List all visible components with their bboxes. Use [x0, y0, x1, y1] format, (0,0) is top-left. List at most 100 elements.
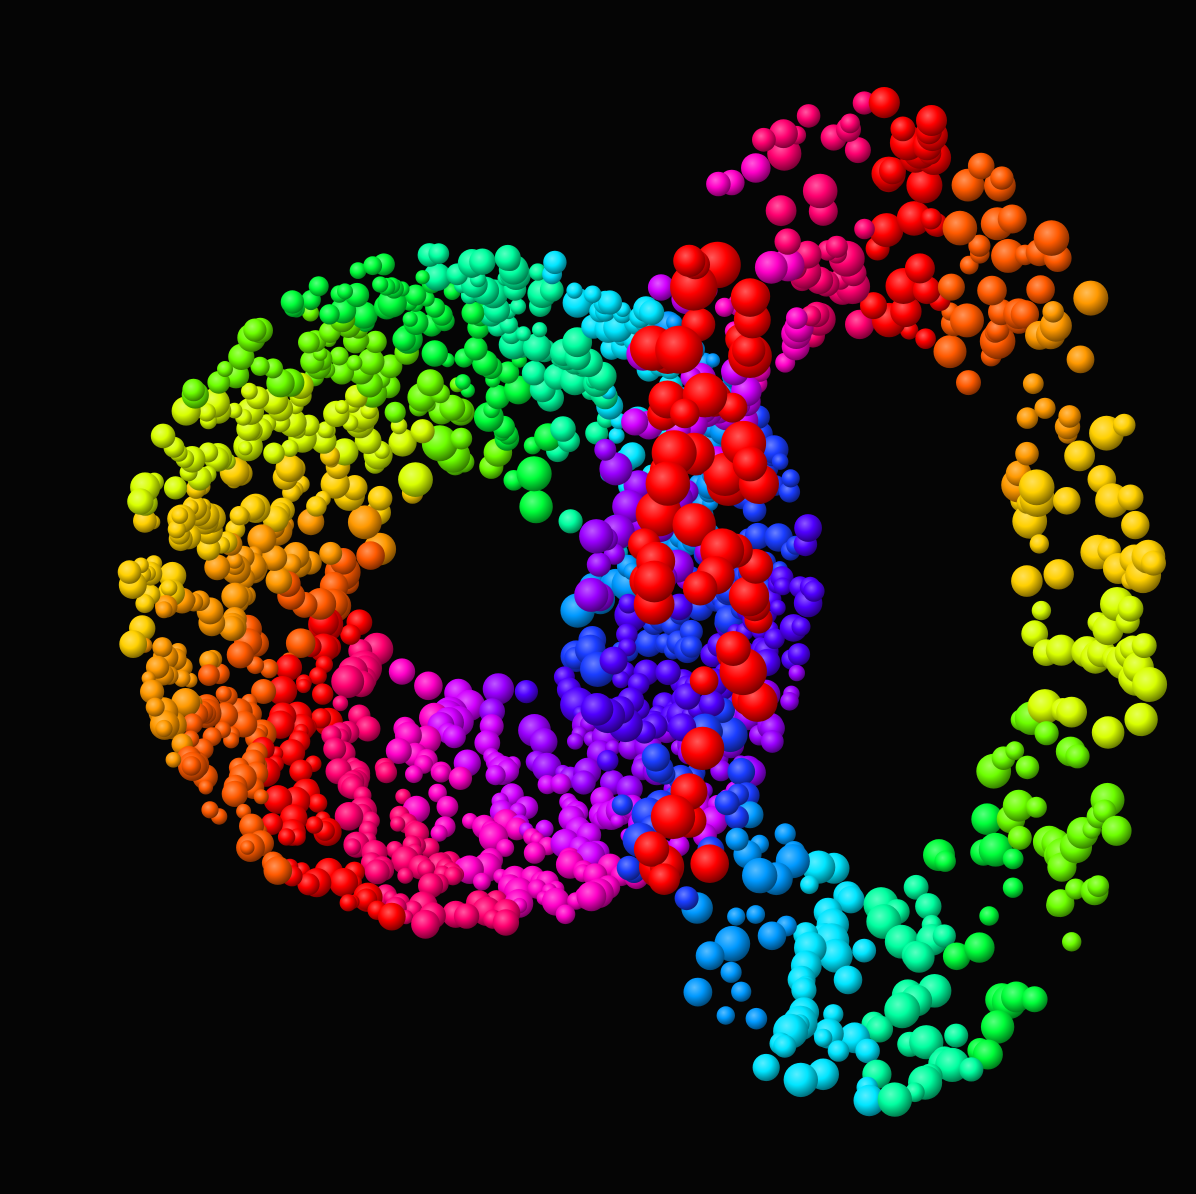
sphere — [785, 307, 808, 330]
sphere — [879, 157, 906, 185]
sphere — [251, 679, 277, 704]
sphere — [890, 116, 916, 142]
sphere — [672, 503, 716, 547]
sphere — [837, 886, 865, 914]
sphere — [959, 1057, 984, 1082]
sphere — [802, 173, 838, 209]
sphere — [909, 1025, 944, 1060]
sphere — [715, 631, 751, 666]
sphere — [680, 635, 703, 658]
sphere — [741, 153, 771, 183]
sphere — [650, 794, 696, 840]
sphere — [1002, 877, 1024, 898]
sphere — [510, 298, 527, 315]
sphere — [1087, 875, 1110, 897]
sphere — [932, 924, 956, 948]
sphere — [334, 802, 364, 831]
sphere — [689, 666, 719, 696]
sphere — [514, 680, 539, 704]
sphere — [171, 688, 201, 717]
sphere — [1112, 413, 1136, 437]
sphere — [648, 863, 680, 895]
sphere — [241, 382, 258, 400]
sphere — [764, 628, 785, 649]
sphere — [532, 752, 562, 783]
sphere — [182, 713, 203, 735]
sphere — [265, 567, 293, 594]
sphere — [683, 977, 713, 1007]
sphere — [329, 868, 359, 897]
sphere — [840, 113, 860, 134]
sphere — [521, 360, 547, 386]
sphere — [742, 498, 767, 523]
sphere — [410, 419, 435, 444]
sphere — [344, 838, 361, 856]
sphere — [1026, 275, 1055, 304]
sphere — [990, 166, 1014, 190]
sphere — [332, 695, 349, 712]
sphere — [639, 299, 665, 325]
sphere — [298, 331, 320, 354]
sphere — [1066, 345, 1095, 374]
sphere — [275, 454, 304, 483]
sphere — [796, 104, 821, 128]
sphere — [855, 1038, 880, 1064]
sphere — [725, 827, 749, 851]
sphere — [566, 282, 583, 299]
sphere — [135, 594, 155, 614]
sphere — [765, 195, 797, 227]
sphere — [421, 340, 448, 367]
sphere — [586, 552, 612, 577]
sphere — [933, 335, 967, 369]
sphere — [1034, 397, 1056, 419]
sphere — [794, 514, 822, 542]
sphere — [1021, 986, 1048, 1013]
sphere — [818, 938, 853, 973]
sphere — [1031, 600, 1052, 621]
sphere — [788, 664, 805, 682]
sphere — [198, 664, 220, 686]
sphere — [1101, 815, 1132, 846]
sphere — [461, 301, 485, 325]
sphere — [1124, 702, 1158, 737]
sphere — [496, 838, 515, 857]
sphere — [309, 667, 327, 685]
sphere — [364, 330, 387, 354]
sphere — [428, 243, 450, 265]
sphere — [695, 941, 725, 971]
sphere — [133, 509, 157, 533]
sphere — [1121, 510, 1150, 540]
sphere — [350, 301, 378, 329]
sphere — [977, 275, 1007, 306]
sphere — [367, 485, 393, 511]
sphere — [263, 856, 293, 885]
sphere — [906, 167, 943, 204]
sphere — [567, 733, 584, 750]
sphere — [1131, 633, 1157, 659]
sphere — [1091, 716, 1125, 749]
sphere — [997, 204, 1027, 234]
sphere — [942, 210, 978, 246]
sphere — [1034, 721, 1059, 746]
sphere — [670, 398, 700, 429]
sphere — [728, 576, 770, 617]
sphere — [529, 728, 558, 756]
sphere — [616, 855, 642, 881]
sphere — [308, 793, 328, 813]
sphere — [803, 580, 825, 602]
sphere — [150, 423, 176, 449]
sphere — [155, 719, 173, 738]
sphere — [596, 749, 619, 772]
sphere — [1046, 889, 1075, 918]
sphere — [673, 244, 706, 277]
sphere — [1018, 469, 1055, 506]
sphere — [670, 263, 718, 311]
sphere — [296, 678, 311, 694]
sphere — [770, 599, 786, 616]
sphere — [727, 907, 746, 926]
sphere — [1065, 744, 1090, 769]
sphere — [201, 801, 219, 819]
sphere — [243, 318, 267, 342]
sphere — [771, 453, 789, 470]
sphere — [877, 1082, 912, 1117]
